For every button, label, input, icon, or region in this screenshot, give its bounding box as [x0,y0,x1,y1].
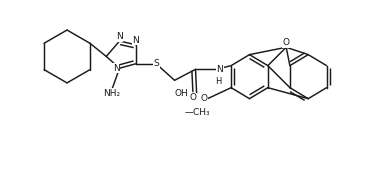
Text: N: N [116,32,123,41]
Text: NH₂: NH₂ [104,89,121,98]
Text: OH: OH [175,89,189,98]
Text: O: O [190,93,197,102]
Text: O: O [201,94,208,103]
Text: O: O [283,38,290,47]
Text: H: H [215,77,221,86]
Text: N: N [217,65,223,74]
Text: —CH₃: —CH₃ [184,108,210,117]
Text: N: N [113,64,120,73]
Text: S: S [154,59,159,68]
Text: N: N [132,36,139,45]
